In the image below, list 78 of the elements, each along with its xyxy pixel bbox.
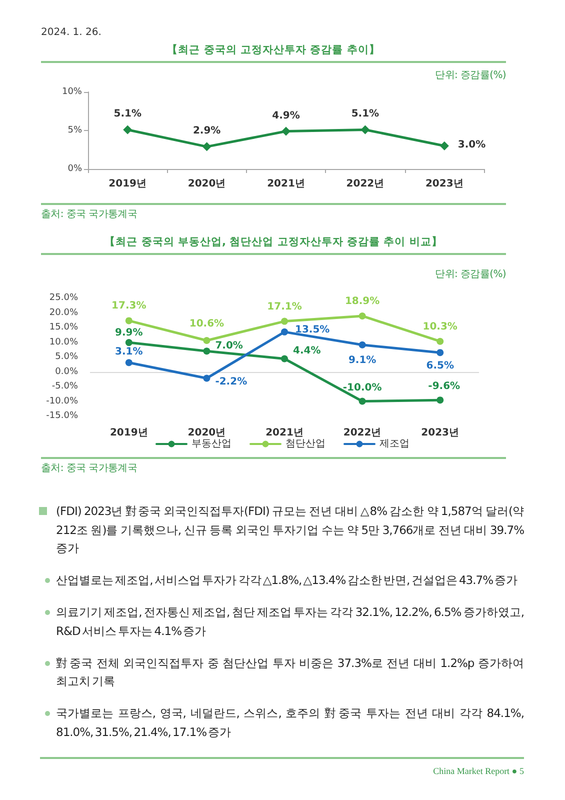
x-tick-label: 2019년	[110, 428, 148, 438]
legend-label: 제조업	[380, 438, 410, 450]
data-label: 2.9%	[192, 126, 221, 137]
point	[281, 318, 288, 325]
x-tick-label: 2022년	[346, 178, 384, 190]
point	[360, 125, 370, 134]
x-tick-label: 2021년	[266, 428, 304, 438]
data-label: 9.1%	[348, 354, 376, 366]
text: China Market Report ● 5	[433, 766, 524, 776]
y-tick-label: 5%	[68, 126, 82, 136]
x-tick-label: 2020년	[188, 428, 226, 438]
y-tick-label: -5.0%	[52, 382, 78, 392]
x-tick-label: 2023년	[425, 178, 464, 190]
text: (FDI) 2023년 對중국 외국인직접투자(FDI) 규모는 전년 대비 △8% 감소한 약 1,587억 달러(약 212조 원)를 기록했으나, 신규 등록 외국인 투자기업 수는 약 5만 3,766개로 전년 대비 39.7% 증가	[56, 504, 524, 555]
data-label: 17.3%	[112, 300, 146, 312]
text: 의료기기 제조업, 전자통신 제조업, 첨단 제조업 투자는 각각 32.1%, 12.2%, 6.5% 증가하였고, R&D 서비스 투자는 4.1% 증가	[56, 605, 524, 638]
data-label: 13.5%	[295, 324, 330, 336]
point	[125, 359, 132, 366]
point	[123, 125, 132, 134]
point	[203, 374, 210, 382]
data-label: -9.6%	[428, 381, 460, 392]
data-label: 9.9%	[115, 328, 143, 339]
data-label: 5.1%	[114, 108, 142, 120]
point	[203, 348, 210, 355]
x-tick-label: 2019년	[108, 178, 147, 190]
y-tick-label: 25.0%	[49, 293, 78, 303]
y-tick-label: 0%	[68, 164, 82, 174]
data-label: 4.9%	[272, 110, 300, 122]
legend-label: 첨단산업	[286, 438, 326, 450]
data-label: 3.0%	[458, 139, 486, 150]
source-note: 출처: 중국 국가통계국	[41, 209, 138, 220]
x-tick-label: 2022년	[343, 428, 382, 438]
legend-label: 부동산업	[192, 438, 232, 450]
y-tick-label: 10%	[62, 87, 82, 97]
data-label: 4.4%	[293, 345, 321, 356]
text: 對중국 전체 외국인직접투자 중 첨단산업 투자 비중은 37.3%로 전년 대비 1.2%p 증가하여 최고치 기록	[56, 656, 524, 688]
data-label: 3.1%	[115, 346, 143, 358]
data-label: 18.9%	[344, 296, 380, 307]
y-tick-label: 20.0%	[49, 308, 78, 318]
point	[436, 396, 444, 404]
point	[125, 339, 132, 346]
data-label: 7.0%	[215, 340, 243, 352]
y-axis-title: 단위: 증감률(%)	[435, 269, 506, 280]
x-tick-label: 2021년	[267, 178, 305, 190]
data-label: 10.6%	[189, 318, 224, 330]
point	[281, 355, 288, 362]
point	[358, 341, 366, 348]
point	[358, 312, 366, 320]
point	[125, 317, 132, 324]
x-tick-label: 2023년	[421, 428, 460, 438]
x-tick-label: 2020년	[188, 178, 226, 190]
data-label: -2.2%	[215, 376, 248, 388]
chart-title: 【최근 중국의 부동산업, 첨단산업 고정자산투자 증감률 추이 비교】	[104, 236, 442, 248]
y-tick-label: 5.0%	[55, 352, 78, 362]
point	[281, 328, 288, 336]
text: 산업별로는 제조업, 서비스업 투자가 각각 △1.8%, △13.4% 감소한 반면, 건설업은 43.7% 증가	[56, 573, 518, 587]
point	[202, 142, 212, 152]
point	[436, 349, 444, 356]
data-label: 6.5%	[426, 360, 454, 372]
data-label: 5.1%	[351, 108, 380, 120]
chart-title: 【최근 중국의 고정자산투자 증감률 추이】	[167, 44, 380, 56]
y-axis-title: 단위: 증감률(%)	[435, 70, 506, 81]
y-tick-label: 15.0%	[49, 322, 78, 332]
y-tick-label: 0.0%	[55, 366, 78, 377]
point	[436, 338, 444, 345]
point	[440, 141, 449, 150]
text: 국가별로는 프랑스, 영국, 네덜란드, 스위스, 호주의 對중국 투자는 전년 대비 각각 84.1%, 81.0%, 31.5%, 21.4%, 17.1% 증가	[56, 706, 524, 738]
y-tick-label: -15.0%	[46, 411, 78, 421]
data-label: -10.0%	[342, 382, 382, 394]
data-label: 10.3%	[422, 321, 458, 332]
point	[282, 126, 290, 136]
data-label: 17.1%	[267, 301, 302, 312]
point	[358, 398, 366, 405]
point	[203, 336, 210, 344]
y-tick-label: -10.0%	[46, 396, 78, 406]
source-note: 출처: 중국 국가통계국	[41, 463, 138, 474]
y-tick-label: 10.0%	[49, 337, 78, 348]
text: 2024. 1. 26.	[41, 27, 102, 38]
